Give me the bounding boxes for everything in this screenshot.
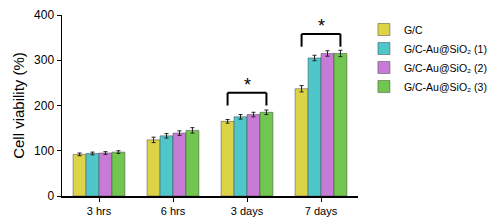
svg-text:*: *	[244, 75, 251, 95]
svg-text:Cell viability (%): Cell viability (%)	[10, 52, 27, 159]
svg-text:300: 300	[34, 53, 54, 67]
svg-text:100: 100	[34, 144, 54, 158]
svg-text:7 days: 7 days	[305, 205, 338, 217]
svg-text:G/C-Au@SiO₂ (2): G/C-Au@SiO₂ (2)	[404, 62, 487, 74]
svg-text:3 hrs: 3 hrs	[87, 205, 112, 217]
svg-text:400: 400	[34, 8, 54, 22]
svg-text:*: *	[318, 16, 325, 36]
svg-text:0: 0	[47, 189, 54, 203]
svg-text:G/C: G/C	[404, 24, 423, 36]
svg-text:G/C-Au@SiO₂ (3): G/C-Au@SiO₂ (3)	[404, 81, 487, 93]
svg-text:200: 200	[34, 99, 54, 113]
svg-text:3 days: 3 days	[231, 205, 264, 217]
svg-text:6 hrs: 6 hrs	[161, 205, 186, 217]
svg-text:G/C-Au@SiO₂ (1): G/C-Au@SiO₂ (1)	[404, 43, 487, 55]
